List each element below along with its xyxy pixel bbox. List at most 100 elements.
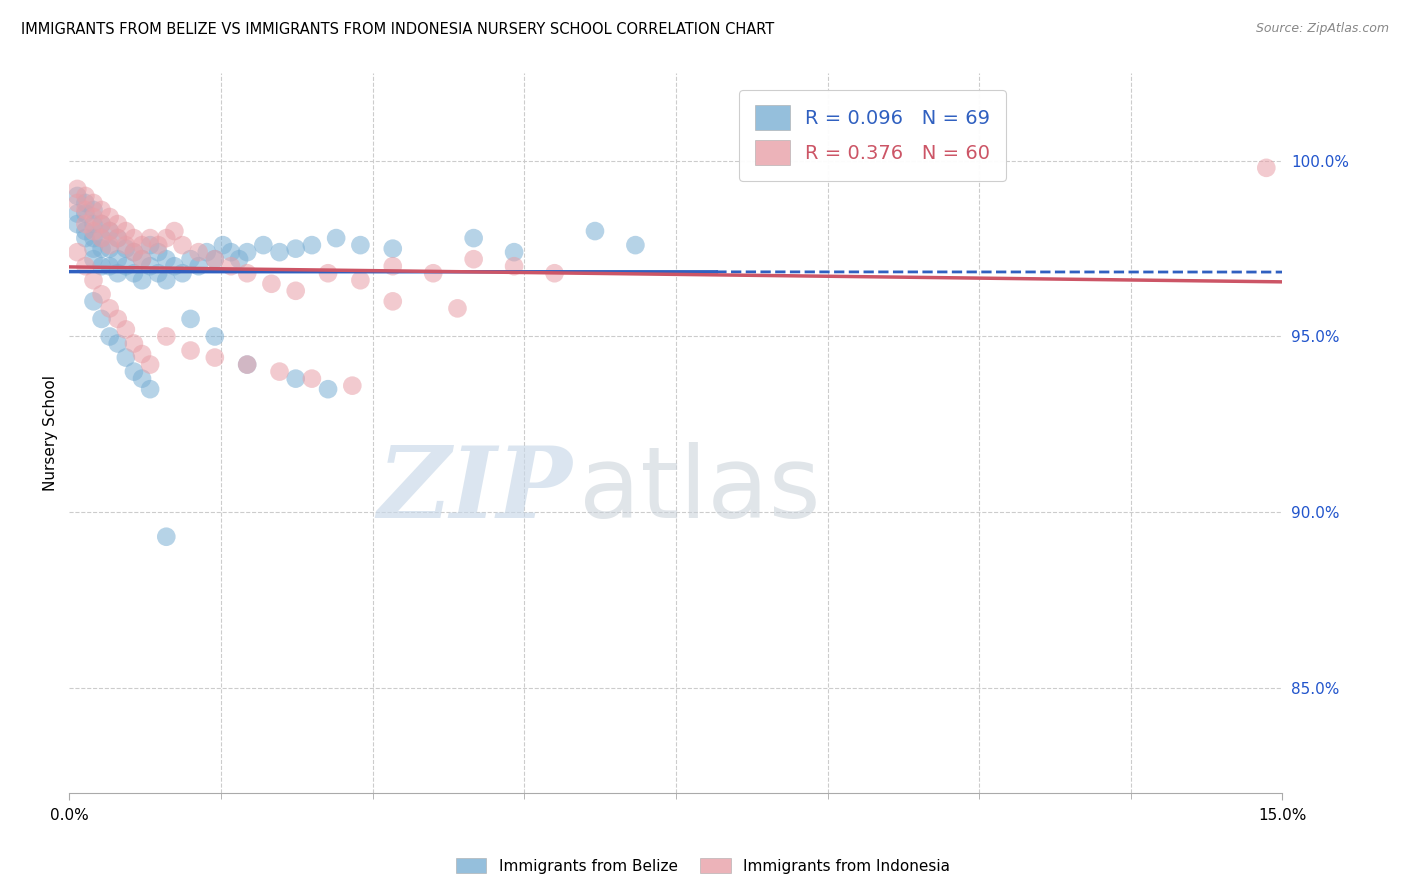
Point [107,252,129,267]
Point [122,245,145,260]
Point [131,371,153,385]
Text: IMMIGRANTS FROM BELIZE VS IMMIGRANTS FROM INDONESIA NURSERY SCHOOL CORRELATION C: IMMIGRANTS FROM BELIZE VS IMMIGRANTS FRO… [21,22,775,37]
Point [349,238,371,252]
Point [90,231,112,245]
Point [98,224,121,238]
Point [624,238,647,252]
Point [75,224,97,238]
Point [115,322,138,336]
Point [180,252,202,267]
Point [284,242,307,256]
Point [139,259,162,273]
Point [107,231,129,245]
Point [180,312,202,326]
Point [82,210,104,224]
Point [503,245,526,260]
Point [82,294,104,309]
Point [219,259,242,273]
Point [219,245,242,260]
Legend: R = 0.096   N = 69, R = 0.376   N = 60: R = 0.096 N = 69, R = 0.376 N = 60 [740,90,1005,181]
Point [148,245,170,260]
Point [269,245,291,260]
Point [122,336,145,351]
Point [131,252,153,267]
Point [131,252,153,267]
Point [284,284,307,298]
Point [204,329,226,343]
Point [90,231,112,245]
Point [204,252,226,267]
Point [115,242,138,256]
Point [148,238,170,252]
Point [316,382,339,396]
Text: atlas: atlas [579,442,821,539]
Point [115,238,138,252]
Point [381,259,404,273]
Point [187,259,209,273]
Point [66,196,89,211]
Point [463,231,485,245]
Point [139,358,162,372]
Point [301,371,323,385]
Point [98,238,121,252]
Point [75,206,97,220]
Point [180,343,202,358]
Point [236,266,259,280]
Point [66,217,89,231]
Point [131,238,153,252]
Point [82,202,104,217]
Point [90,217,112,231]
Point [187,245,209,260]
Point [446,301,468,316]
Point [463,252,485,267]
Point [107,336,129,351]
Point [107,231,129,245]
Point [503,259,526,273]
Point [107,312,129,326]
Point [82,196,104,211]
Point [236,245,259,260]
Point [107,217,129,231]
Point [82,273,104,287]
Point [204,252,226,267]
Point [139,231,162,245]
Point [172,238,194,252]
Point [284,371,307,385]
Point [301,238,323,252]
Point [163,259,186,273]
Point [236,358,259,372]
Point [90,202,112,217]
Legend: Immigrants from Belize, Immigrants from Indonesia: Immigrants from Belize, Immigrants from … [450,852,956,880]
Point [115,224,138,238]
Point [98,301,121,316]
Point [155,530,177,544]
Point [90,287,112,301]
Point [543,266,565,280]
Point [139,238,162,252]
Point [325,231,347,245]
Point [236,358,259,372]
Point [131,347,153,361]
Text: ZIP: ZIP [378,442,572,539]
Point [583,224,606,238]
Point [122,266,145,280]
Point [195,245,218,260]
Point [1256,161,1278,175]
Point [90,217,112,231]
Point [75,217,97,231]
Point [90,242,112,256]
Point [90,312,112,326]
Point [66,182,89,196]
Point [342,378,364,392]
Point [66,245,89,260]
Point [155,231,177,245]
Point [98,242,121,256]
Point [82,231,104,245]
Point [155,252,177,267]
Point [75,202,97,217]
Point [90,259,112,273]
Point [98,224,121,238]
Point [172,266,194,280]
Point [381,294,404,309]
Point [269,365,291,379]
